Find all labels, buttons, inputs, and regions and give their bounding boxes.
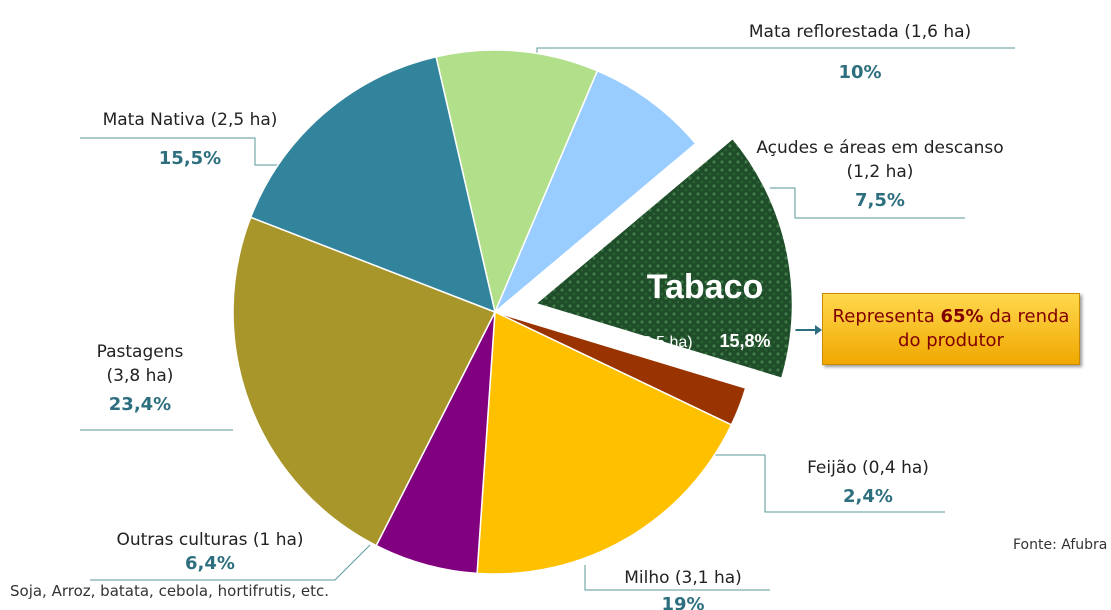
slice-percent: 19% <box>661 594 705 610</box>
source: Fonte: Afubra <box>1013 537 1108 553</box>
pie-slice <box>494 69 697 313</box>
slice-label: Açudes e áreas em descanso (1,2 ha) <box>756 138 1004 182</box>
slice-percent: 10% <box>838 62 882 83</box>
pie-slice <box>232 216 497 547</box>
slice-label: Mata Nativa (2,5 ha) <box>102 110 278 130</box>
callout-arrow-head <box>815 325 822 335</box>
leader-line <box>536 47 1015 75</box>
callout-text: da renda do produtor <box>898 306 1070 351</box>
tabaco-pct: 15,8% <box>719 331 770 351</box>
tabaco-area: (2,5 ha) <box>637 334 692 351</box>
slice-label: Pastagens (3,8 ha) <box>96 342 184 386</box>
slice-percent: 6,4% <box>185 553 235 574</box>
slice-label: Mata reflorestada (1,6 ha) <box>748 22 972 42</box>
callout-highlight: 65% <box>940 306 984 327</box>
leader-line <box>705 454 945 513</box>
slice-percent: 23,4% <box>108 394 172 415</box>
slice-label: Feijão (0,4 ha) <box>807 458 929 478</box>
slice-label: Outras culturas (1 ha) <box>116 530 304 550</box>
outras-note: Soja, Arroz, batata, cebola, hortifrutis… <box>10 582 330 600</box>
pie-slice <box>249 55 497 314</box>
leader-line <box>90 544 371 581</box>
pie-slice <box>435 49 599 315</box>
callout-box: Representa 65% da renda do produtor <box>822 293 1080 365</box>
callout-text: Representa <box>832 306 941 327</box>
tabaco-label: Tabaco <box>647 268 764 306</box>
pie-slice <box>476 310 733 575</box>
slice-percent: 7,5% <box>855 190 905 211</box>
slice-label: Milho (3,1 ha) <box>624 568 742 588</box>
leader-line <box>584 565 770 591</box>
slice-percent: 15,5% <box>158 148 222 169</box>
pie-slice <box>527 132 797 384</box>
slice-percent: 2,4% <box>843 486 893 507</box>
